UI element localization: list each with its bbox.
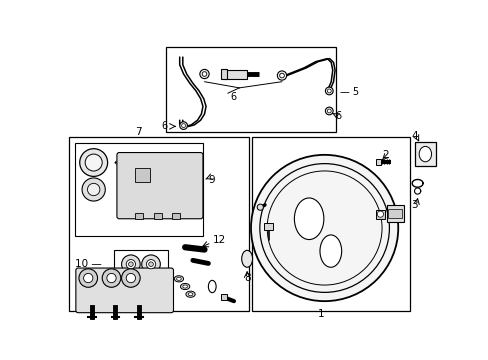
Text: 3: 3 — [410, 200, 417, 210]
Circle shape — [179, 122, 187, 130]
Ellipse shape — [241, 250, 252, 267]
FancyBboxPatch shape — [76, 268, 173, 313]
Ellipse shape — [180, 283, 189, 289]
Circle shape — [107, 274, 116, 283]
Ellipse shape — [185, 291, 195, 297]
Ellipse shape — [176, 277, 181, 280]
Bar — [135, 213, 142, 219]
Circle shape — [202, 72, 206, 76]
Ellipse shape — [183, 285, 187, 288]
Circle shape — [142, 255, 160, 274]
Bar — [264, 223, 273, 230]
Circle shape — [87, 183, 100, 195]
Text: 12: 12 — [213, 235, 226, 245]
Bar — [75, 143, 203, 236]
Ellipse shape — [319, 235, 341, 267]
Ellipse shape — [294, 198, 323, 239]
Circle shape — [250, 155, 397, 301]
Circle shape — [148, 262, 153, 266]
Circle shape — [122, 269, 140, 287]
Circle shape — [181, 124, 185, 127]
Bar — [165, 47, 336, 132]
Bar — [251, 137, 409, 311]
Text: 8: 8 — [244, 273, 250, 283]
Text: 6: 6 — [335, 111, 341, 121]
Circle shape — [325, 87, 332, 95]
Text: 1: 1 — [317, 309, 324, 319]
Circle shape — [126, 260, 135, 269]
Bar — [414, 142, 435, 166]
Circle shape — [126, 274, 135, 283]
Text: 9: 9 — [208, 175, 215, 185]
Ellipse shape — [188, 293, 192, 296]
Text: 2: 2 — [381, 150, 387, 160]
Circle shape — [102, 269, 121, 287]
Bar — [387, 209, 401, 218]
Circle shape — [326, 89, 330, 93]
Text: — 5: — 5 — [340, 87, 359, 98]
Bar — [220, 69, 226, 80]
Circle shape — [279, 73, 284, 78]
Circle shape — [200, 69, 209, 78]
Bar — [114, 249, 168, 279]
Bar — [224, 70, 246, 78]
Bar — [154, 213, 162, 219]
Circle shape — [325, 107, 332, 115]
Bar — [375, 159, 381, 165]
Bar — [386, 205, 403, 222]
Text: 6: 6 — [162, 121, 168, 131]
FancyBboxPatch shape — [117, 153, 203, 219]
Ellipse shape — [174, 276, 183, 282]
Circle shape — [146, 260, 155, 269]
Circle shape — [79, 269, 97, 287]
Circle shape — [128, 262, 133, 266]
Bar — [172, 213, 179, 219]
Circle shape — [85, 154, 102, 171]
Bar — [375, 210, 384, 219]
Circle shape — [377, 211, 383, 217]
Circle shape — [80, 149, 107, 176]
Bar — [69, 137, 248, 311]
Bar — [220, 294, 226, 300]
Circle shape — [277, 71, 286, 80]
Text: 4: 4 — [410, 131, 417, 141]
Circle shape — [83, 274, 93, 283]
Text: 6: 6 — [230, 92, 236, 102]
Text: 7: 7 — [135, 127, 142, 137]
Text: ← 11: ← 11 — [114, 158, 137, 167]
Circle shape — [82, 178, 105, 201]
Circle shape — [326, 109, 330, 113]
Text: 10 —: 10 — — [75, 259, 102, 269]
Bar — [135, 168, 150, 182]
Circle shape — [257, 204, 263, 210]
Ellipse shape — [418, 147, 431, 162]
Circle shape — [122, 255, 140, 274]
